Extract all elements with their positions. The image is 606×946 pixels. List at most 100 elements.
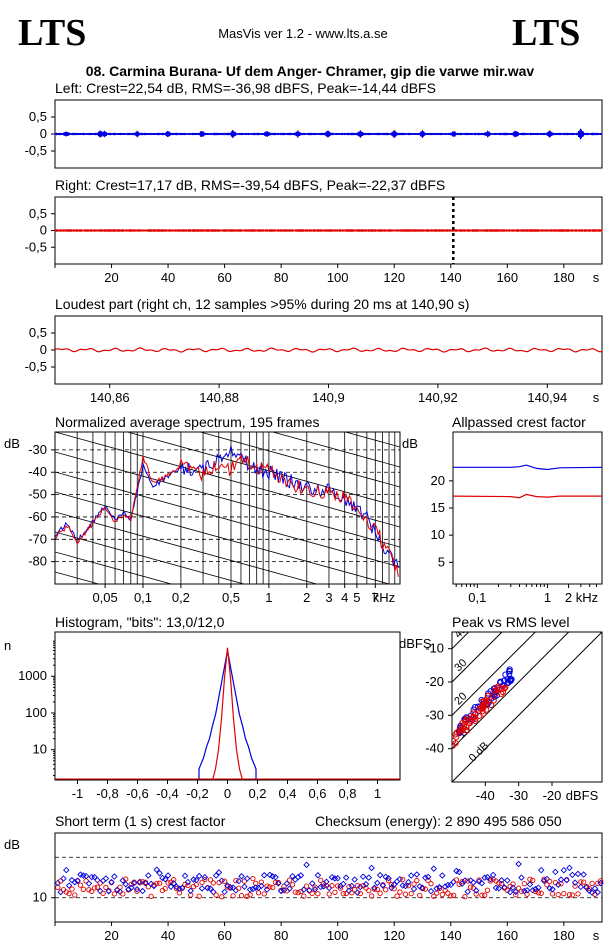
- crest-point-left: [82, 872, 90, 880]
- x-tick-label: -30: [509, 788, 528, 803]
- crest-point-left: [195, 872, 203, 880]
- logo-right: LTS: [512, 12, 580, 54]
- allpass-crest-panel: Allpassed crest factor dB 20 15 10 5 0,1 1 2 kHz: [402, 414, 603, 605]
- crest-point-right: [366, 887, 372, 894]
- crest-point-left: [594, 888, 601, 896]
- crest-point-left: [57, 888, 64, 896]
- crest-point-left: [396, 875, 404, 883]
- crest-point-right: [521, 880, 527, 887]
- crest-point-right: [72, 892, 78, 898]
- crest-point-left: [405, 878, 412, 886]
- crest-point-left: [317, 883, 324, 891]
- y-tick-label: 0,5: [29, 206, 47, 221]
- crest-point-right: [538, 890, 544, 896]
- x-tick-label: 1: [265, 590, 272, 605]
- crest-point-left: [371, 884, 378, 892]
- crest-point-right: [385, 878, 392, 884]
- right-waveform-panel: Right: Crest=17,17 dB, RMS=-39,54 dBFS, …: [25, 177, 603, 285]
- crest-point-right: [156, 880, 163, 886]
- crest-point-left: [523, 887, 531, 894]
- x-tick-label: -20: [543, 788, 562, 803]
- crest-point-right: [388, 882, 395, 888]
- slope-line: [55, 592, 400, 687]
- crest-point-left: [212, 872, 220, 879]
- crest-point-right: [428, 881, 434, 887]
- y-axis-label: dB: [4, 837, 20, 852]
- plot-frame: [54, 431, 401, 585]
- crest-point-left: [365, 874, 373, 881]
- crest-point-left: [577, 883, 585, 891]
- crest-point-right: [315, 891, 321, 897]
- crest-point-right: [462, 894, 468, 900]
- y-tick-label: -30: [425, 707, 444, 722]
- crest-point-right: [332, 889, 338, 896]
- x-tick-label: 100: [327, 928, 349, 943]
- crest-point-left: [535, 884, 542, 891]
- crest-point-left: [162, 875, 169, 883]
- crest-point-left: [588, 889, 596, 896]
- crest-point-left: [246, 886, 254, 893]
- crest-point-left: [354, 889, 361, 896]
- crest-point-right: [244, 893, 250, 900]
- crest-point-left: [102, 875, 110, 882]
- crest-point-right: [89, 888, 95, 894]
- crest-point-right: [318, 877, 324, 884]
- crest-point-right: [453, 877, 460, 883]
- crest-point-left: [218, 877, 226, 884]
- y-tick-label: 0,5: [29, 109, 47, 124]
- slope-line: [55, 511, 318, 584]
- loudest-trace: [54, 347, 603, 353]
- y-tick-label: 0: [40, 342, 47, 357]
- crest-line: [452, 632, 537, 717]
- x-tick-label: 0,8: [338, 786, 356, 801]
- crest-point-left: [444, 881, 452, 889]
- crest-point-left: [416, 883, 423, 890]
- crest-point-left: [532, 885, 539, 893]
- crest-point-right: [309, 890, 315, 897]
- crest-line: [452, 632, 602, 782]
- x-tick-label: 60: [217, 928, 231, 943]
- crest-point-left: [60, 875, 67, 882]
- panel-title: Left: Crest=22,54 dB, RMS=-36,98 dBFS, P…: [55, 80, 436, 96]
- histogram-series-0: [198, 650, 257, 780]
- crest-point-right: [111, 891, 118, 897]
- crest-point-right: [173, 885, 180, 892]
- x-tick-label: 60: [217, 270, 231, 285]
- crest-point-left: [506, 888, 514, 896]
- y-axis-label: dBFS: [399, 636, 432, 651]
- crest-point-right: [575, 891, 581, 897]
- x-tick-label: 0,2: [172, 590, 190, 605]
- crest-point-right: [340, 891, 346, 897]
- panel-title: Short term (1 s) crest factor: [55, 813, 226, 829]
- crest-point-right: [397, 889, 403, 895]
- peak-rms-point-right: [480, 701, 487, 708]
- x-tick-label: -40: [476, 788, 495, 803]
- crest-point-left: [413, 871, 421, 878]
- crest-point-right: [552, 879, 559, 886]
- crest-point-left: [410, 885, 418, 893]
- crest-point-left: [526, 881, 534, 888]
- x-tick-label: 140,88: [199, 390, 239, 405]
- crest-point-right: [371, 886, 378, 892]
- crest-point-left: [54, 879, 62, 887]
- slope-line: [55, 551, 173, 584]
- y-tick-label: 100: [25, 705, 47, 720]
- plot-frame: [452, 431, 603, 585]
- crest-line: [452, 632, 470, 650]
- x-tick-label: 140,86: [90, 390, 130, 405]
- crest-point-left: [187, 887, 194, 894]
- slope-line: [55, 471, 400, 568]
- crest-point-right: [532, 888, 539, 895]
- crest-point-right: [408, 890, 414, 897]
- crest-point-left: [569, 871, 576, 879]
- crest-point-left: [484, 873, 491, 881]
- x-tick-label: 0,05: [92, 590, 117, 605]
- crest-point-left: [198, 885, 206, 892]
- crest-point-left: [111, 873, 118, 880]
- crest-point-left: [509, 884, 517, 891]
- crest-point-left: [306, 887, 313, 894]
- x-tick-label: 180: [553, 270, 575, 285]
- crest-point-left: [173, 883, 180, 890]
- crest-point-right: [524, 891, 530, 897]
- crest-point-left: [119, 877, 127, 884]
